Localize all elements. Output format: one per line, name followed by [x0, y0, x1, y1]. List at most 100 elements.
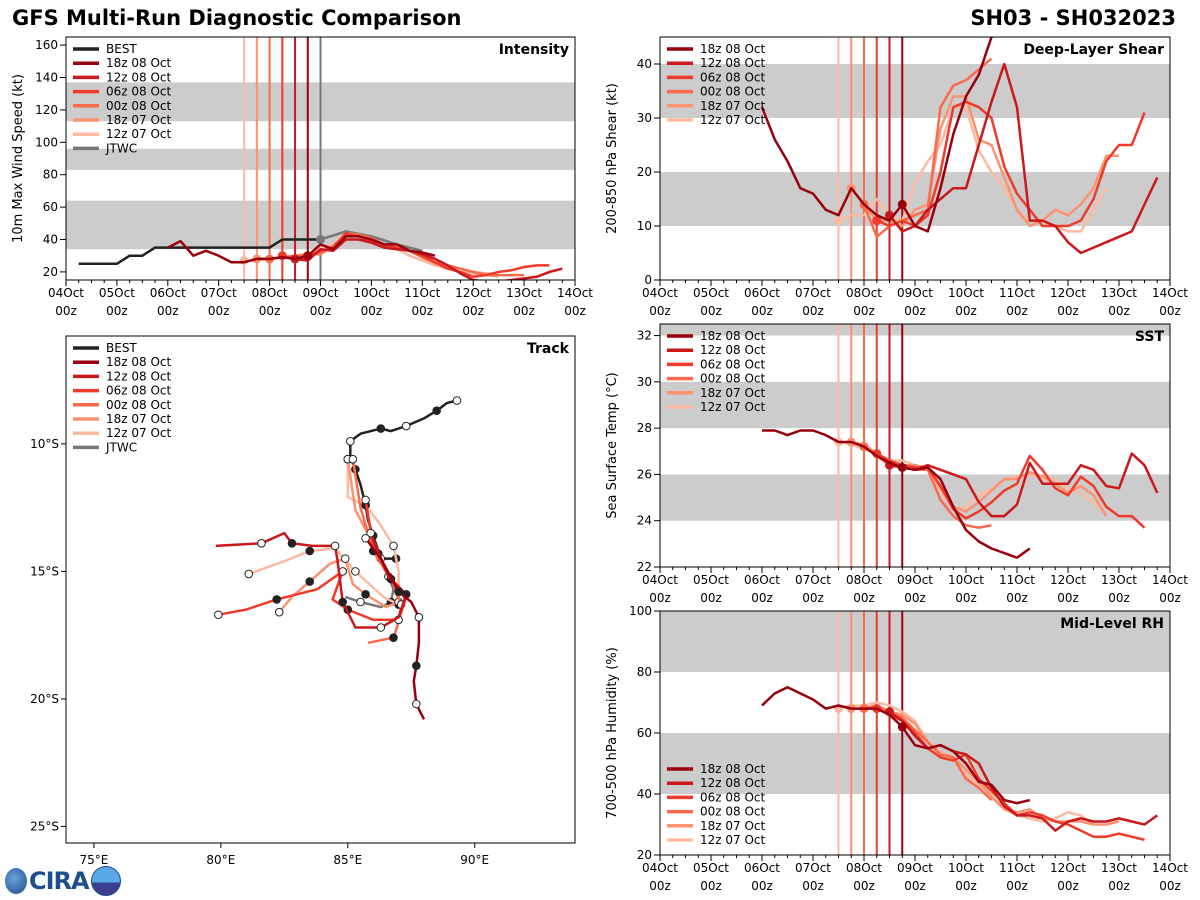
series-line-12z-08-oct — [889, 452, 1159, 518]
x-tick-date: 05Oct — [693, 573, 729, 587]
x-tick-date: 10Oct — [948, 861, 984, 875]
legend-label: 12z 07 Oct — [700, 833, 766, 847]
legend-label: 12z 07 Oct — [700, 400, 766, 414]
x-tick-hour: 00z — [1006, 879, 1028, 893]
track-panel: Track 75°E 80°E 85°E 90°E 10°S 15°S 20°S 25°S BES… — [30, 335, 576, 867]
legend-item: 00z 08 Oct — [667, 85, 766, 99]
x-tick-date: 12Oct — [1050, 861, 1086, 875]
figure-title: GFS Multi-Run Diagnostic Comparison — [12, 6, 462, 30]
legend-item: 18z 08 Oct — [73, 355, 172, 369]
intensity-panel: Intensity 04Oct 00z 05Oct 00z 06Oct 00z 07Oct 00… — [11, 36, 593, 318]
x-tick-hour: 00z — [700, 304, 722, 318]
x-tick-date: 04Oct — [642, 286, 678, 300]
x-tick-date: 11Oct — [999, 286, 1035, 300]
series-line-18z-08-oct — [762, 429, 1031, 559]
x-tick-hour: 00z — [853, 304, 875, 318]
legend-item: 12z 07 Oct — [73, 127, 172, 141]
series-line-18z-08-oct — [364, 537, 426, 720]
x-tick-label: 80°E — [206, 853, 235, 867]
legend-label: 18z 08 Oct — [106, 56, 172, 70]
x-tick-hour: 00z — [1057, 591, 1079, 605]
y-tick-label: 22 — [637, 560, 652, 574]
x-tick-hour: 00z — [802, 304, 824, 318]
legend-item: 18z 07 Oct — [73, 412, 172, 426]
x-tick-hour: 00z — [1006, 304, 1028, 318]
legend-item: BEST — [73, 341, 137, 355]
x-tick-date: 10Oct — [948, 573, 984, 587]
logo-text: CIRA — [29, 867, 90, 895]
x-tick-hour: 00z — [700, 591, 722, 605]
legend-label: 18z 08 Oct — [700, 329, 766, 343]
x-tick-date: 12Oct — [1050, 286, 1086, 300]
track-point — [330, 541, 340, 551]
init-point — [872, 216, 882, 226]
legend-item: 12z 08 Oct — [667, 56, 766, 70]
legend-label: JTWC — [105, 440, 137, 454]
legend-label: 18z 07 Oct — [106, 412, 172, 426]
track-point — [305, 577, 315, 586]
y-tick-label: 32 — [637, 329, 652, 343]
legend-item: 06z 08 Oct — [667, 357, 766, 371]
legend-label: 18z 07 Oct — [700, 99, 766, 113]
legend-item: 12z 07 Oct — [73, 426, 172, 440]
x-tick-hour: 00z — [1108, 304, 1130, 318]
track-point — [340, 554, 350, 563]
track-point — [356, 597, 365, 607]
legend-label: 06z 08 Oct — [106, 85, 172, 99]
x-tick-hour: 00z — [1057, 879, 1079, 893]
legend-item: 06z 08 Oct — [73, 384, 172, 398]
x-tick-date: 13Oct — [506, 286, 542, 300]
x-tick-date: 08Oct — [252, 286, 288, 300]
y-tick-label: 25°S — [30, 819, 59, 833]
x-tick-date: 07Oct — [201, 286, 237, 300]
x-tick-date: 04Oct — [642, 573, 678, 587]
x-tick-hour: 00z — [649, 879, 671, 893]
legend-label: 18z 08 Oct — [700, 42, 766, 56]
legend-item: 12z 07 Oct — [667, 833, 766, 847]
x-tick-hour: 00z — [1159, 879, 1181, 893]
x-tick-date: 13Oct — [1101, 861, 1137, 875]
legend-item: JTWC — [73, 141, 137, 155]
x-tick-hour: 00z — [1108, 591, 1130, 605]
sst-panel: SST 04Oct 00z 05Oct 00z 06Oct 00z 07Oct 00z 08Oct… — [605, 323, 1188, 605]
y-tick-label: 80 — [637, 665, 652, 679]
y-axis-label: 700-500 hPa Humidity (%) — [605, 647, 620, 819]
track-point — [452, 396, 462, 405]
y-tick-label: 10°S — [30, 437, 59, 451]
x-tick-date: 05Oct — [693, 861, 729, 875]
x-tick-hour: 00z — [55, 304, 77, 318]
legend-label: BEST — [106, 341, 137, 355]
x-tick-date: 12Oct — [455, 286, 491, 300]
init-point — [316, 235, 325, 244]
x-tick-date: 09Oct — [302, 286, 338, 300]
cira-logo: CIRA — [5, 866, 121, 896]
series-line-18z-07-oct — [278, 459, 400, 613]
series-line-best — [78, 238, 321, 266]
x-tick-date: 10Oct — [948, 286, 984, 300]
legend-label: 18z 07 Oct — [700, 386, 766, 400]
series-line-18z-08-oct — [761, 686, 1031, 805]
y-axis-label: 10m Max Wind Speed (kt) — [11, 74, 26, 243]
track-point — [376, 424, 386, 433]
y-tick-label: 24 — [637, 514, 652, 528]
legend-label: 00z 08 Oct — [700, 85, 766, 99]
legend-item: JTWC — [73, 440, 137, 454]
x-tick-date: 11Oct — [999, 861, 1035, 875]
track-point — [376, 623, 386, 632]
x-tick-date: 14Oct — [557, 286, 593, 300]
y-tick-label: 28 — [637, 421, 652, 435]
y-axis-label: Sea Surface Temp (°C) — [605, 372, 620, 519]
x-tick-hour: 00z — [904, 591, 926, 605]
x-tick-hour: 00z — [1006, 591, 1028, 605]
legend-item: 00z 08 Oct — [73, 99, 172, 113]
rh-panel: Mid-Level RH 04Oct 00z 05Oct 00z 06Oct 00z 07Oc… — [605, 604, 1188, 893]
track-point — [412, 699, 421, 709]
x-tick-date: 09Oct — [897, 286, 933, 300]
x-tick-label: 85°E — [333, 853, 362, 867]
legend-item: 12z 08 Oct — [73, 369, 172, 383]
legend-item: 12z 07 Oct — [667, 113, 766, 127]
track-point — [274, 607, 284, 617]
legend-label: 12z 08 Oct — [106, 70, 172, 84]
legend-item: 12z 08 Oct — [667, 343, 766, 357]
